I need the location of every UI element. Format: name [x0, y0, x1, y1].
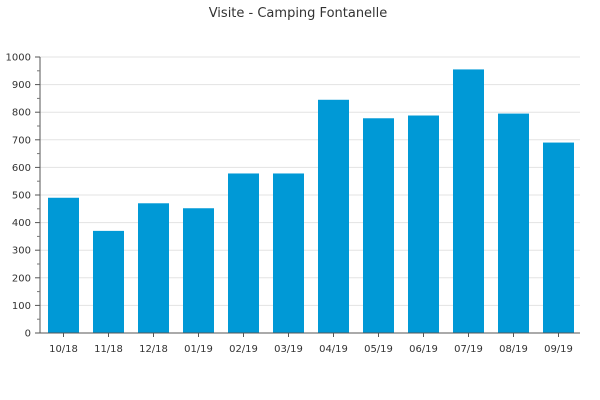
x-tick-label: 07/19	[454, 344, 483, 355]
x-tick-label: 10/18	[49, 344, 78, 355]
x-tick-label: 12/18	[139, 344, 168, 355]
y-tick-label: 500	[12, 191, 31, 202]
x-tick-label: 06/19	[409, 344, 438, 355]
bars	[48, 69, 574, 334]
x-tick-label: 03/19	[274, 344, 303, 355]
y-tick-label: 100	[12, 301, 31, 312]
bar	[318, 99, 349, 333]
x-tick-label: 02/19	[229, 344, 258, 355]
bar	[453, 69, 484, 334]
y-axis-ticks: 0 100 200 300 400 500 600 700 800 900 1000	[6, 53, 40, 340]
y-tick-label: 600	[12, 163, 31, 174]
x-tick-label: 11/18	[94, 344, 123, 355]
y-tick-label: 300	[12, 246, 31, 257]
bar	[48, 197, 79, 333]
x-tick-label: 01/19	[184, 344, 213, 355]
bar	[183, 208, 214, 333]
bar	[543, 142, 574, 333]
y-tick-label: 700	[12, 135, 31, 146]
bar	[408, 115, 439, 334]
x-tick-label: 09/19	[544, 344, 573, 355]
y-tick-label: 400	[12, 218, 31, 229]
bar	[363, 118, 394, 333]
y-tick-label: 0	[25, 329, 31, 340]
x-tick-label: 04/19	[319, 344, 348, 355]
x-tick-label: 08/19	[499, 344, 528, 355]
x-axis-ticks: 10/18 11/18 12/18 01/19 02/19 03/19 04/19 05/19…	[49, 333, 573, 355]
bar	[498, 113, 529, 333]
x-tick-label: 05/19	[364, 344, 393, 355]
y-tick-label: 800	[12, 108, 31, 119]
y-tick-label: 1000	[6, 53, 31, 64]
bar	[93, 230, 124, 333]
bar	[138, 203, 169, 333]
bar	[273, 173, 304, 333]
y-tick-label: 200	[12, 273, 31, 284]
bar	[228, 173, 259, 333]
chart-title: Visite - Camping Fontanelle	[209, 6, 388, 21]
gridlines	[40, 56, 580, 306]
y-tick-label: 900	[12, 80, 31, 91]
